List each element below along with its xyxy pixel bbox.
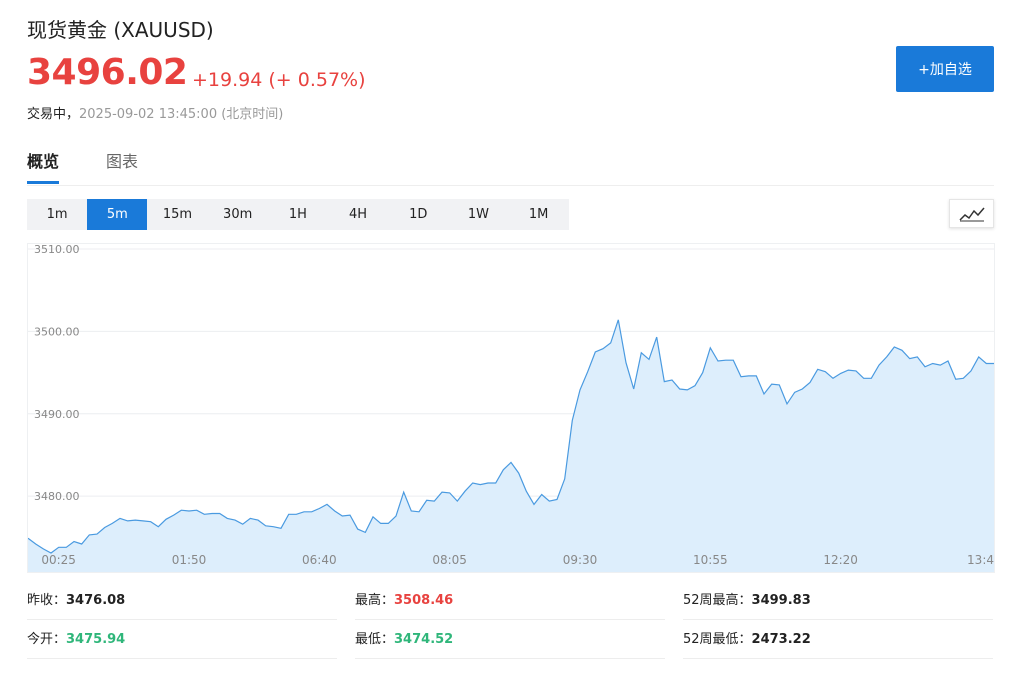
stat-label: 最高： — [355, 593, 395, 608]
status-timezone: (北京时间) — [221, 107, 284, 122]
period-15m[interactable]: 15m — [162, 207, 193, 222]
stat-label: 今开： — [27, 632, 67, 647]
chart-type-button[interactable] — [949, 199, 994, 228]
instrument-symbol: (XAUUSD) — [113, 18, 214, 42]
period-selector: 1m 5m 15m 30m 1H 4H 1D 1W 1M — [27, 199, 569, 230]
line-chart-icon — [958, 207, 985, 221]
stat-label: 52周最高： — [683, 593, 752, 608]
instrument-title: 现货黄金 (XAUUSD) — [27, 14, 214, 43]
stat-prev-close: 昨收：3476.08 — [27, 582, 337, 620]
stat-label: 52周最低： — [683, 632, 752, 647]
period-1m[interactable]: 1m — [46, 207, 68, 222]
stat-value: 3499.83 — [751, 593, 811, 608]
period-5m[interactable]: 5m — [87, 199, 148, 230]
y-tick-label: 3510.00 — [34, 244, 80, 256]
status-label: 交易中， — [27, 107, 80, 122]
chart-canvas: 3510.00 3500.00 3490.00 3480.00 00:25 01:50 06… — [28, 244, 994, 572]
x-tick-label: 00:25 — [41, 553, 76, 567]
stat-open: 今开：3475.94 — [27, 621, 337, 659]
stat-value: 3508.46 — [394, 593, 454, 608]
instrument-name: 现货黄金 — [27, 18, 107, 42]
stat-label: 昨收： — [27, 593, 67, 608]
x-tick-label: 01:50 — [172, 553, 207, 567]
x-tick-label: 08:05 — [432, 553, 467, 567]
y-tick-label: 3490.00 — [34, 408, 80, 421]
add-watchlist-button[interactable]: +加自选 — [896, 46, 994, 92]
period-1mo[interactable]: 1M — [528, 207, 549, 222]
status-datetime: 2025-09-02 13:45:00 — [79, 107, 218, 122]
stat-label: 最低： — [355, 632, 395, 647]
x-tick-label: 10:55 — [693, 553, 728, 567]
y-tick-label: 3500.00 — [34, 325, 80, 338]
period-30m[interactable]: 30m — [223, 207, 253, 222]
period-4h[interactable]: 4H — [349, 207, 368, 222]
x-tick-label: 06:40 — [302, 553, 337, 567]
stat-high: 最高：3508.46 — [355, 582, 665, 620]
stat-value: 3474.52 — [394, 632, 454, 647]
price-chart[interactable]: 3510.00 3500.00 3490.00 3480.00 00:25 01:50 06… — [27, 243, 995, 573]
period-1h[interactable]: 1H — [288, 207, 307, 222]
period-1w[interactable]: 1W — [467, 207, 489, 222]
stat-52w-low: 52周最低：2473.22 — [683, 621, 993, 659]
tab-overview[interactable]: 概览 — [27, 148, 60, 184]
x-tick-label: 13:4 — [967, 553, 994, 567]
tab-bar: 概览 图表 — [27, 148, 994, 186]
last-price: 3496.02 — [27, 52, 188, 93]
stat-52w-high: 52周最高：3499.83 — [683, 582, 993, 620]
stat-value: 3475.94 — [66, 632, 126, 647]
stat-value: 2473.22 — [751, 632, 811, 647]
price-change: +19.94 (+ 0.57%) — [192, 69, 366, 91]
stat-low: 最低：3474.52 — [355, 621, 665, 659]
stat-value: 3476.08 — [66, 593, 126, 608]
price-line — [28, 319, 994, 554]
trading-status: 交易中，2025-09-02 13:45:00 (北京时间) — [27, 103, 283, 122]
period-1d[interactable]: 1D — [409, 207, 428, 222]
y-tick-label: 3480.00 — [34, 490, 80, 503]
x-tick-label: 09:30 — [563, 553, 598, 567]
tab-chart[interactable]: 图表 — [106, 152, 139, 171]
price-area — [28, 319, 994, 572]
x-tick-label: 12:20 — [823, 553, 858, 567]
